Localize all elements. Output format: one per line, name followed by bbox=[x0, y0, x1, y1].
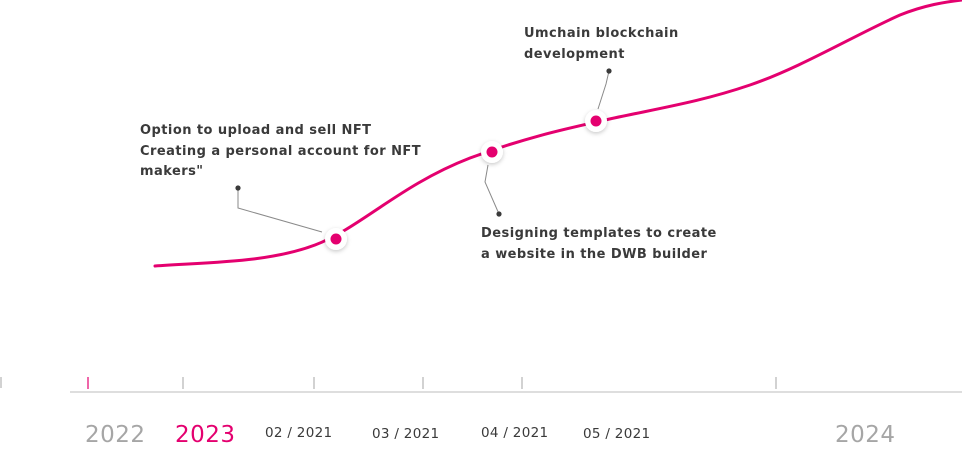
milestone-note-line: Designing templates to create bbox=[481, 226, 717, 241]
milestone-note-line: Creating a personal account for NFT bbox=[140, 143, 422, 159]
leader-line-templates bbox=[484, 164, 500, 215]
milestone-note-templates: Designing templates to create a website … bbox=[481, 224, 717, 265]
timeline-month-05-2021[interactable]: 05 / 2021 bbox=[583, 426, 651, 442]
timeline-year-2022[interactable]: 2022 bbox=[85, 422, 146, 448]
milestone-point-nft[interactable] bbox=[325, 228, 347, 250]
milestone-note-line: Option to upload and sell NFT bbox=[140, 123, 372, 138]
milestone-point-templates[interactable] bbox=[481, 141, 503, 163]
timeline-month-03-2021[interactable]: 03 / 2021 bbox=[372, 426, 440, 442]
milestone-note-nft: Option to upload and sell NFT Creating a… bbox=[140, 121, 421, 183]
timeline-month-02-2021[interactable]: 02 / 2021 bbox=[265, 425, 333, 441]
milestone-note-line: Umchain blockchain bbox=[524, 26, 679, 41]
milestone-note-line: makers" bbox=[140, 164, 204, 179]
milestone-point-umchain[interactable] bbox=[585, 110, 607, 132]
milestone-note-umchain: Umchain blockchain development bbox=[524, 24, 679, 65]
timeline-year-2023[interactable]: 2023 bbox=[175, 422, 236, 448]
milestone-note-line: a website in the DWB builder bbox=[481, 246, 708, 262]
timeline-month-04-2021[interactable]: 04 / 2021 bbox=[481, 425, 549, 441]
timeline-year-2024[interactable]: 2024 bbox=[835, 422, 896, 448]
leader-line-nft bbox=[237, 188, 323, 233]
leader-end-nft bbox=[235, 185, 241, 191]
leader-end-templates bbox=[496, 211, 502, 217]
milestone-note-line: development bbox=[524, 46, 625, 62]
leader-end-umchain bbox=[606, 68, 612, 74]
leader-line-umchain bbox=[597, 70, 610, 110]
